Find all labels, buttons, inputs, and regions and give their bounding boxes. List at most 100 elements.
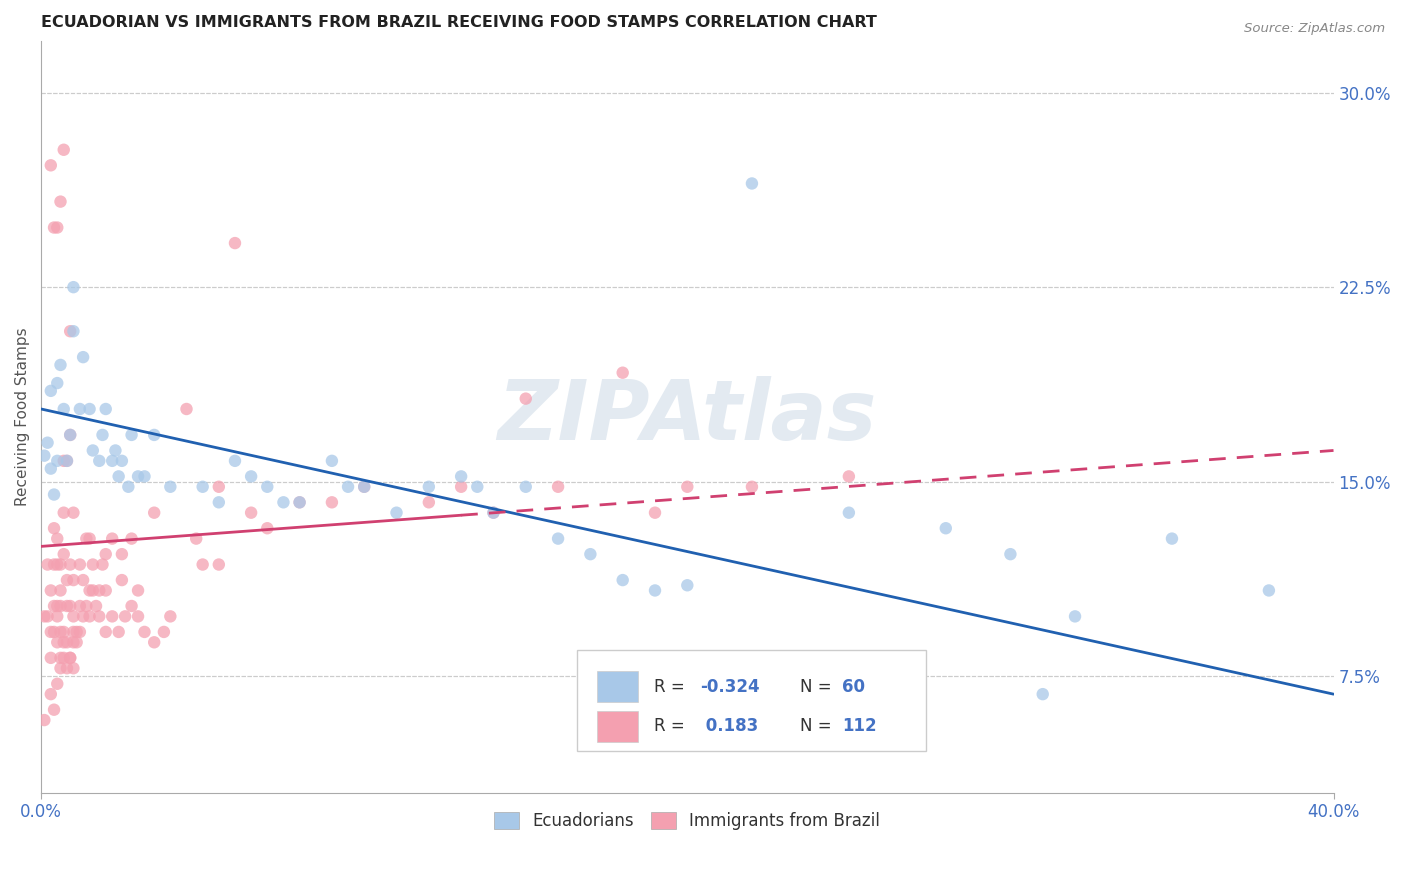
- Point: [37, 609, 59, 624]
- Point: [37, 558, 59, 572]
- Point: [56, 454, 79, 468]
- Text: R =: R =: [654, 717, 690, 736]
- Point: [450, 469, 472, 483]
- Point: [49, 583, 72, 598]
- Point: [46, 532, 69, 546]
- Point: [46, 599, 69, 613]
- Point: [39, 687, 62, 701]
- Point: [465, 480, 488, 494]
- Point: [39, 651, 62, 665]
- Point: [143, 635, 166, 649]
- Bar: [596, 671, 638, 702]
- Point: [72, 609, 94, 624]
- Point: [42, 521, 65, 535]
- Point: [59, 558, 82, 572]
- Point: [82, 443, 104, 458]
- Point: [66, 624, 89, 639]
- Point: [42, 624, 65, 639]
- Point: [52, 143, 75, 157]
- Text: Source: ZipAtlas.com: Source: ZipAtlas.com: [1244, 22, 1385, 36]
- Point: [46, 609, 69, 624]
- Point: [46, 376, 69, 390]
- Point: [644, 583, 666, 598]
- Point: [46, 558, 69, 572]
- Text: N =: N =: [800, 717, 837, 736]
- Point: [42, 703, 65, 717]
- Point: [49, 358, 72, 372]
- Point: [49, 661, 72, 675]
- Text: R =: R =: [654, 678, 690, 696]
- Point: [52, 402, 75, 417]
- Point: [159, 480, 181, 494]
- Point: [62, 609, 84, 624]
- Point: [121, 428, 143, 442]
- Point: [153, 624, 176, 639]
- Point: [34, 449, 56, 463]
- Point: [612, 366, 634, 380]
- Point: [75, 599, 97, 613]
- Point: [56, 635, 79, 649]
- Point: [66, 635, 89, 649]
- Text: N =: N =: [800, 678, 837, 696]
- Point: [418, 480, 440, 494]
- Point: [49, 599, 72, 613]
- Point: [114, 609, 136, 624]
- Point: [72, 350, 94, 364]
- Point: [143, 506, 166, 520]
- Point: [46, 677, 69, 691]
- Point: [52, 635, 75, 649]
- Point: [56, 599, 79, 613]
- Point: [94, 547, 117, 561]
- Text: ZIPAtlas: ZIPAtlas: [498, 376, 877, 458]
- Point: [240, 506, 263, 520]
- Point: [79, 402, 101, 417]
- Point: [39, 384, 62, 398]
- Point: [79, 583, 101, 598]
- Point: [82, 558, 104, 572]
- Point: [56, 454, 79, 468]
- Point: [579, 547, 602, 561]
- Point: [208, 558, 231, 572]
- Point: [121, 532, 143, 546]
- Point: [176, 402, 198, 417]
- Point: [94, 402, 117, 417]
- Point: [676, 480, 699, 494]
- Point: [353, 480, 375, 494]
- Point: [84, 599, 107, 613]
- Point: [256, 521, 278, 535]
- Point: [134, 624, 156, 639]
- Point: [62, 324, 84, 338]
- Point: [273, 495, 295, 509]
- Point: [59, 324, 82, 338]
- Point: [91, 558, 114, 572]
- Point: [94, 624, 117, 639]
- Point: [134, 469, 156, 483]
- Point: [1064, 609, 1087, 624]
- Legend: Ecuadorians, Immigrants from Brazil: Ecuadorians, Immigrants from Brazil: [488, 805, 887, 837]
- Point: [52, 624, 75, 639]
- Point: [49, 624, 72, 639]
- Point: [59, 651, 82, 665]
- Point: [42, 487, 65, 501]
- Point: [191, 558, 214, 572]
- Point: [117, 480, 139, 494]
- Point: [676, 578, 699, 592]
- Text: 112: 112: [842, 717, 877, 736]
- Point: [547, 532, 569, 546]
- Point: [107, 469, 129, 483]
- Point: [39, 461, 62, 475]
- Point: [62, 624, 84, 639]
- Point: [127, 583, 149, 598]
- Point: [838, 506, 860, 520]
- Point: [39, 158, 62, 172]
- Point: [1161, 532, 1184, 546]
- Point: [59, 599, 82, 613]
- Point: [49, 558, 72, 572]
- Point: [644, 506, 666, 520]
- Point: [240, 469, 263, 483]
- Point: [62, 661, 84, 675]
- Point: [337, 480, 360, 494]
- Point: [39, 624, 62, 639]
- Point: [159, 609, 181, 624]
- Point: [208, 480, 231, 494]
